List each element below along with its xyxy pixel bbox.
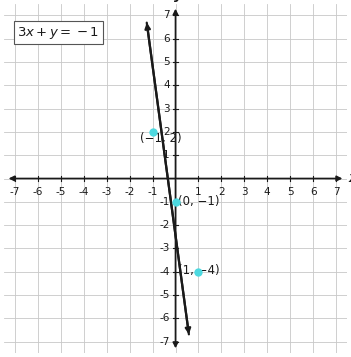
Text: 5: 5	[163, 57, 170, 67]
Text: 3: 3	[241, 187, 247, 197]
Text: -2: -2	[159, 220, 170, 230]
Text: -7: -7	[159, 337, 170, 347]
Text: 6: 6	[163, 34, 170, 44]
Text: 7: 7	[333, 187, 339, 197]
Text: 3: 3	[163, 104, 170, 114]
Text: -6: -6	[159, 313, 170, 323]
Text: 1: 1	[195, 187, 202, 197]
Text: (−1, 2): (−1, 2)	[140, 132, 181, 145]
Text: 1: 1	[163, 150, 170, 160]
Text: (0, −1): (0, −1)	[178, 195, 220, 208]
Text: -3: -3	[101, 187, 112, 197]
Text: 2: 2	[163, 127, 170, 137]
Text: -1: -1	[159, 197, 170, 207]
Text: (1, −4): (1, −4)	[178, 264, 220, 277]
Text: 4: 4	[163, 80, 170, 90]
Text: -6: -6	[33, 187, 43, 197]
Text: -1: -1	[147, 187, 158, 197]
Text: -5: -5	[159, 290, 170, 300]
Text: $3x + y = -1$: $3x + y = -1$	[17, 25, 99, 41]
Text: 5: 5	[287, 187, 293, 197]
Text: 6: 6	[310, 187, 316, 197]
Text: 7: 7	[163, 10, 170, 20]
Text: -4: -4	[159, 267, 170, 277]
Text: -2: -2	[125, 187, 135, 197]
Text: 4: 4	[264, 187, 271, 197]
Text: 2: 2	[218, 187, 225, 197]
Text: -7: -7	[10, 187, 20, 197]
Text: -5: -5	[56, 187, 66, 197]
Text: y: y	[174, 0, 184, 2]
Text: x: x	[349, 171, 351, 186]
Text: -3: -3	[159, 243, 170, 253]
Text: -4: -4	[79, 187, 89, 197]
